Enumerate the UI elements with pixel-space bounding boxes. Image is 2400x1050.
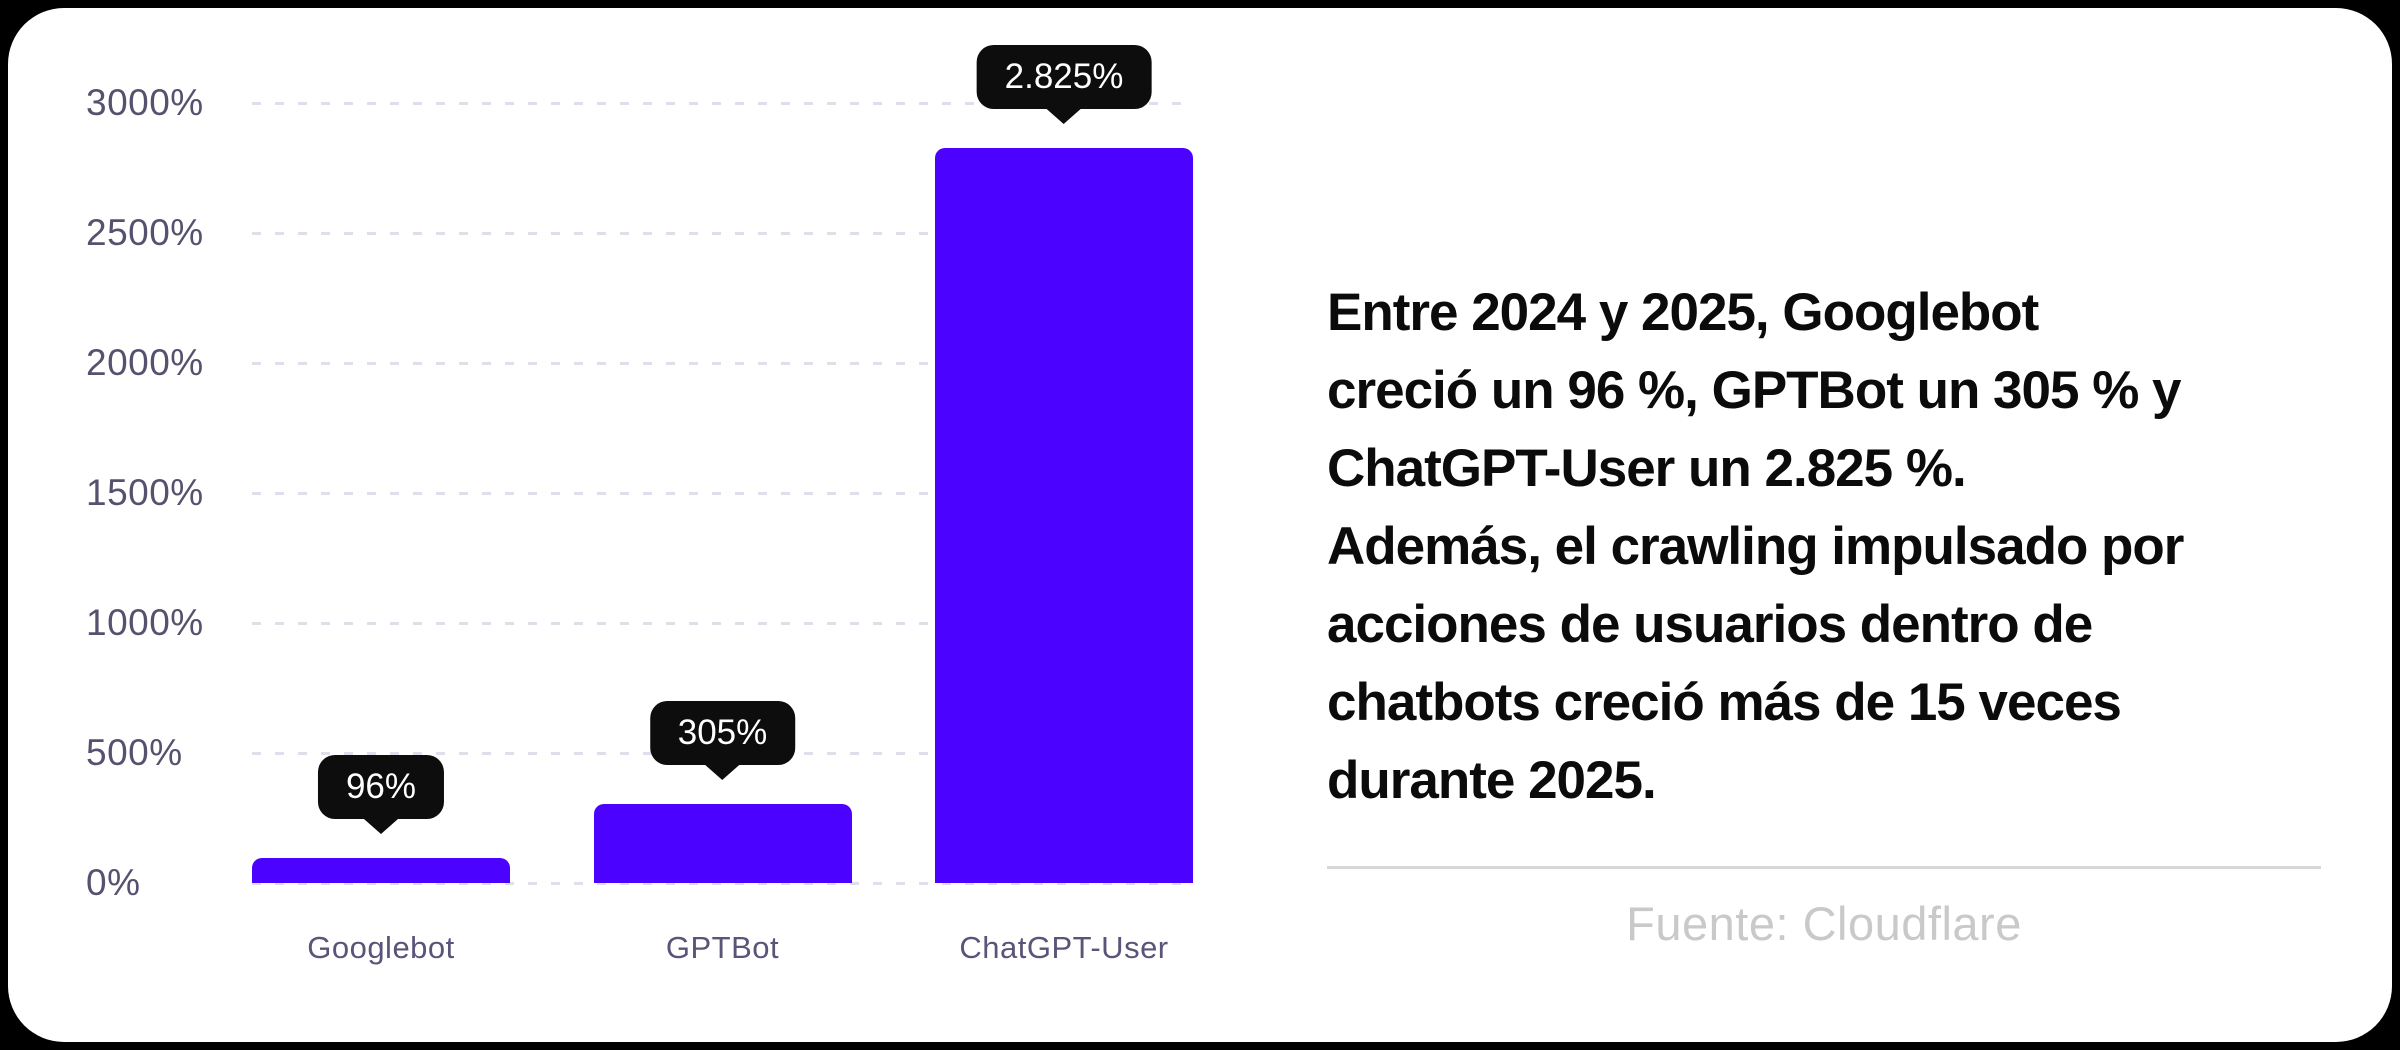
- summary-line: acciones de usuarios dentro de: [1327, 595, 2093, 654]
- value-tooltip: 305%: [649, 701, 796, 765]
- value-tooltip: 2.825%: [976, 45, 1152, 109]
- summary-line: creció un 96 %, GPTBot un 305 % y: [1327, 361, 2182, 420]
- summary-line: chatbots creció más de 15 veces: [1327, 673, 2122, 732]
- y-axis-tick-label: 500%: [86, 732, 183, 773]
- category-label: ChatGPT-User: [959, 930, 1169, 965]
- infographic-card: 3000% 2500% 2000% 1500% 1000% 500% 0% 96% Google…: [8, 8, 2392, 1042]
- y-axis-tick-label: 2500%: [86, 212, 204, 253]
- category-label: Googlebot: [307, 930, 455, 965]
- summary-line: Además, el crawling impulsado por: [1327, 517, 2184, 576]
- y-gridline: [252, 491, 1193, 495]
- y-axis-tick-label: 1000%: [86, 602, 204, 643]
- bar-googlebot: [252, 858, 510, 883]
- summary-line: Entre 2024 y 2025, Googlebot: [1327, 283, 2039, 342]
- bar-chatgpt-user: [935, 148, 1193, 883]
- bar-chart: 3000% 2500% 2000% 1500% 1000% 500% 0% 96% Google…: [8, 8, 1268, 1042]
- source-caption: Fuente: Cloudflare: [1626, 897, 2022, 950]
- summary-line: ChatGPT-User un 2.825 %.: [1327, 439, 1967, 498]
- y-gridline: [252, 621, 1193, 625]
- bar-gptbot: [593, 804, 852, 883]
- y-gridline: [252, 231, 1193, 235]
- y-gridline: [252, 881, 1193, 885]
- category-label: GPTBot: [665, 930, 780, 965]
- y-axis-tick-label: 0%: [86, 862, 141, 903]
- summary-paragraph: Entre 2024 y 2025, Googlebot creció un 96…: [1327, 274, 2321, 820]
- divider: [1327, 866, 2321, 869]
- value-tooltip: 96%: [317, 755, 445, 819]
- y-gridline: [252, 361, 1193, 365]
- y-axis-tick-label: 1500%: [86, 472, 204, 513]
- summary-line: durante 2025.: [1327, 751, 1657, 810]
- y-gridline: [252, 101, 1193, 105]
- y-axis-tick-label: 2000%: [86, 342, 204, 383]
- y-axis-tick-label: 3000%: [86, 82, 204, 123]
